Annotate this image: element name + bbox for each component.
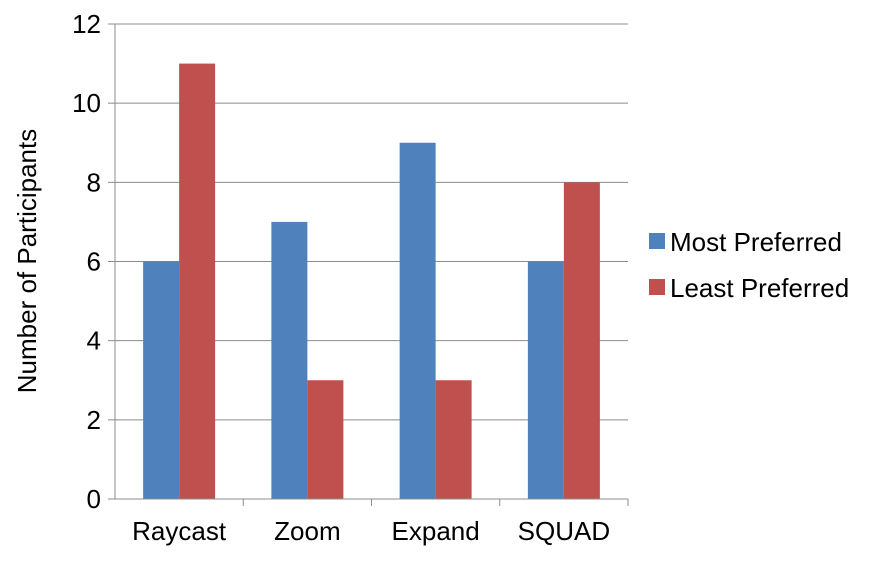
bar-most-preferred-zoom bbox=[271, 221, 308, 499]
y-tick-label: 6 bbox=[87, 247, 101, 277]
bar-most-preferred-raycast bbox=[143, 261, 180, 499]
y-tick-label: 0 bbox=[87, 484, 101, 514]
y-tick-label: 4 bbox=[87, 326, 101, 356]
y-tick-label: 12 bbox=[72, 9, 101, 39]
x-tick-label: Raycast bbox=[132, 516, 227, 546]
legend-swatch bbox=[649, 279, 665, 295]
x-tick-label: Zoom bbox=[274, 516, 340, 546]
axes bbox=[108, 23, 629, 506]
y-tick-label: 8 bbox=[87, 167, 101, 197]
y-axis-label: Number of Participants bbox=[12, 129, 42, 393]
legend-swatch bbox=[649, 233, 665, 249]
bar-least-preferred-raycast bbox=[179, 63, 216, 499]
y-tick-labels: 0 2 4 6 8 10 12 bbox=[72, 9, 101, 514]
bars bbox=[143, 63, 600, 500]
y-tick-label: 2 bbox=[87, 405, 101, 435]
x-tick-labels: Raycast Zoom Expand SQUAD bbox=[132, 516, 610, 546]
bar-most-preferred-squad bbox=[527, 261, 564, 499]
legend: Most Preferred Least Preferred bbox=[649, 227, 849, 303]
bar-most-preferred-expand bbox=[399, 142, 436, 499]
legend-label: Most Preferred bbox=[670, 227, 842, 257]
bar-least-preferred-zoom bbox=[307, 380, 344, 499]
bar-least-preferred-expand bbox=[435, 380, 472, 499]
y-tick-label: 10 bbox=[72, 88, 101, 118]
bar-least-preferred-squad bbox=[563, 182, 600, 500]
x-tick-label: Expand bbox=[392, 516, 480, 546]
legend-label: Least Preferred bbox=[670, 273, 849, 303]
x-tick-label: SQUAD bbox=[518, 516, 610, 546]
